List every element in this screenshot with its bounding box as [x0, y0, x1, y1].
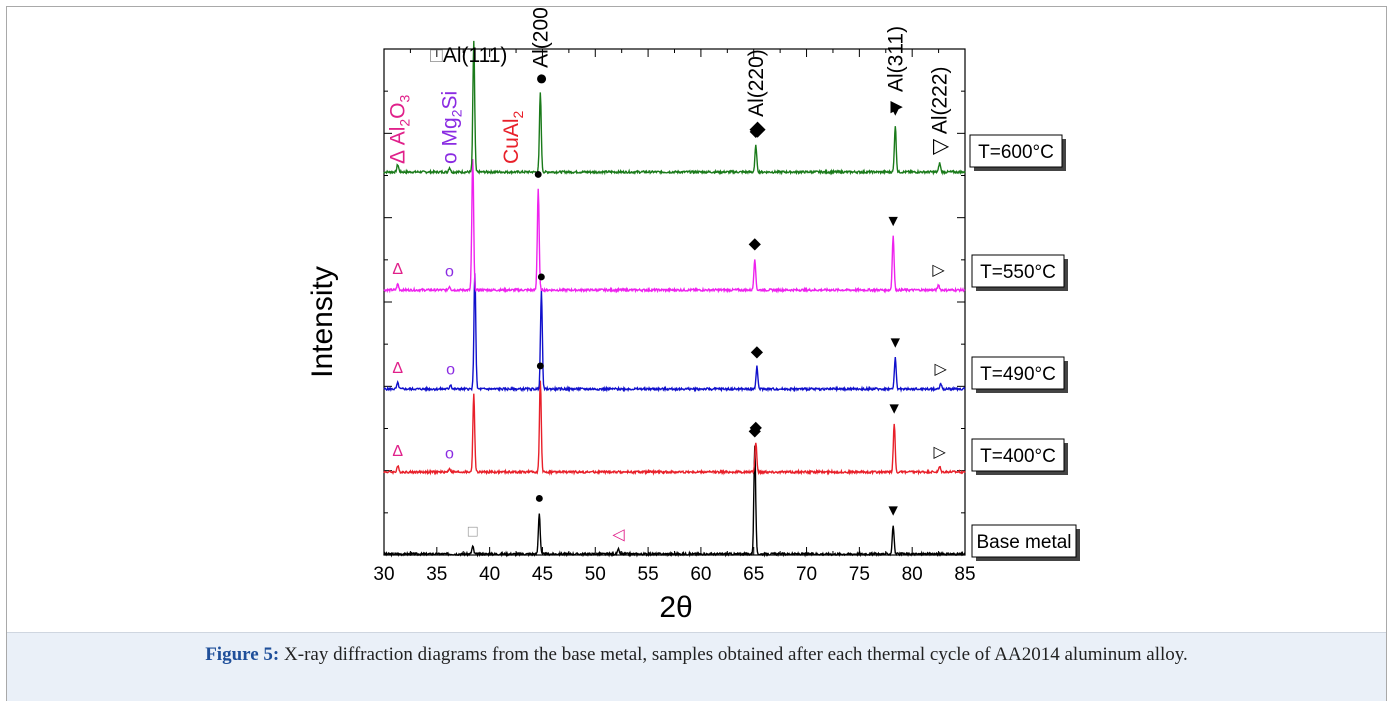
legend-label: T=550°C [980, 262, 1056, 283]
peak-marker: ▼ [886, 400, 902, 417]
series-line-2 [383, 273, 966, 393]
phase-label-text: Al(200) [529, 7, 552, 68]
phase-label-text: Al(311) [884, 26, 907, 92]
phase-label: CuAl2 [500, 110, 526, 164]
phase-label-mid: O [387, 102, 410, 118]
phase-label-sub: 3 [397, 94, 413, 102]
peak-marker: ◁ [612, 527, 625, 544]
phase-label-prefix: Δ [387, 145, 410, 164]
phase-label-text: Al(111) [443, 44, 508, 67]
legend-label: T=400°C [980, 446, 1056, 467]
x-tick-label: 40 [479, 564, 500, 585]
x-tick-label: 30 [373, 564, 394, 585]
phase-label: ● Al(200) [529, 7, 552, 85]
peak-marker: Δ [392, 443, 403, 460]
peak-marker: o [445, 263, 454, 280]
peak-marker: o [446, 362, 455, 379]
x-tick-label: 85 [954, 564, 975, 585]
figure-label: Figure 5: [205, 644, 280, 665]
phase-label-al111: □Al(111) [430, 44, 507, 67]
peak-marker: ▷ [933, 444, 946, 461]
x-tick-label: 50 [585, 564, 606, 585]
phase-label-text: Al [387, 127, 410, 146]
phase-label-prefix: ◆ [745, 117, 768, 138]
legend-label: T=490°C [980, 364, 1056, 385]
phase-label-text: CuAl [500, 118, 523, 164]
peak-marker: ▼ [885, 503, 901, 520]
phase-label-sub: 2 [397, 119, 413, 127]
x-tick-label: 65 [743, 564, 764, 585]
peak-marker: Δ [392, 261, 403, 278]
peak-marker: ▷ [935, 361, 948, 378]
peak-marker: ▷ [932, 262, 945, 279]
series-line-1 [383, 380, 966, 476]
series-layer [383, 40, 966, 558]
series-line-0 [383, 445, 966, 558]
x-tick-label: 75 [849, 564, 870, 585]
x-tick-label: 80 [902, 564, 923, 585]
peak-marker: ▼ [887, 103, 903, 120]
peak-marker: ● [534, 490, 544, 507]
x-tick-label: 55 [638, 564, 659, 585]
x-tick-label: 60 [690, 564, 711, 585]
phase-label-sub: 2 [448, 109, 464, 117]
peak-marker: Δ [392, 360, 403, 377]
figure-caption: Figure 5: X-ray diffraction diagrams fro… [27, 643, 1366, 667]
series-legend: Base metal T=400°C T=490°C T=550°C T=600°C [969, 134, 1080, 561]
legend-box [971, 356, 1065, 390]
peak-markers: □●◁◆▼Δ o●◆▼▷Δ o●◆▼▷Δ o●◆▼▷◆▼ [392, 103, 947, 544]
phase-labels: □Al(111) ● Al(200) ◆ Al(220) ▼ Al(311) ▽ Al(… [387, 0, 952, 164]
phase-label-prefix: □ [430, 44, 443, 67]
caption-text: X-ray diffraction diagrams from the base… [284, 644, 1188, 665]
x-axis-label: 2θ [659, 591, 692, 624]
plot-frame [383, 48, 966, 556]
phase-label-sub: 2 [510, 110, 526, 118]
legend-box [969, 134, 1063, 168]
peak-marker: □ [468, 524, 478, 541]
peak-marker: ▼ [885, 213, 901, 230]
x-tick-label: 45 [532, 564, 553, 585]
peak-marker: ◆ [750, 419, 763, 436]
phase-label: ▼ Al(311) [884, 26, 907, 118]
legend-box [971, 438, 1065, 472]
phase-label: ◆ Al(220) [745, 49, 768, 138]
phase-label-text: Al(220) [745, 49, 768, 117]
series-line-3 [383, 158, 966, 294]
peak-marker: ◆ [750, 123, 763, 140]
peak-marker: ◆ [749, 236, 762, 253]
peak-marker: ● [533, 166, 543, 183]
legend-label: T=600°C [978, 142, 1054, 163]
phase-label-text: Mg [438, 117, 461, 146]
phase-label-prefix: ● [529, 68, 552, 85]
series-line-4 [383, 40, 966, 176]
x-tick-label: 70 [796, 564, 817, 585]
phase-label: Δ Al2O3 [387, 94, 413, 164]
peak-marker: ◆ [751, 344, 764, 361]
caption-band: Figure 5: X-ray diffraction diagrams fro… [7, 632, 1386, 701]
phase-label-text: Al(222) [929, 66, 952, 134]
legend-box [971, 524, 1077, 558]
x-tick-label: 35 [426, 564, 447, 585]
legend-box [971, 254, 1065, 288]
phase-label-prefix: o [438, 146, 461, 164]
phase-label: ▽ Al(222) [929, 66, 952, 155]
peak-marker: ◆ [749, 422, 762, 439]
peak-marker: ● [537, 269, 547, 286]
peak-marker: o [445, 445, 454, 462]
phase-label: o Mg2Si [438, 91, 464, 164]
xrd-chart: 30 35 40 45 50 55 60 65 70 75 80 85 □ ● ◁ ◆ ▼ Δ o ● ◆ ▼ ▷ Δ o ● ◆… [306, 0, 1080, 624]
peak-marker: ● [536, 358, 546, 375]
peak-marker: ▼ [887, 335, 903, 352]
phase-label-prefix: ▽ [929, 134, 952, 155]
phase-label-prefix: ▼ [884, 92, 907, 117]
legend-label: Base metal [976, 532, 1071, 553]
phase-label-mid: Si [438, 91, 461, 110]
y-axis-label: Intensity [306, 266, 339, 378]
